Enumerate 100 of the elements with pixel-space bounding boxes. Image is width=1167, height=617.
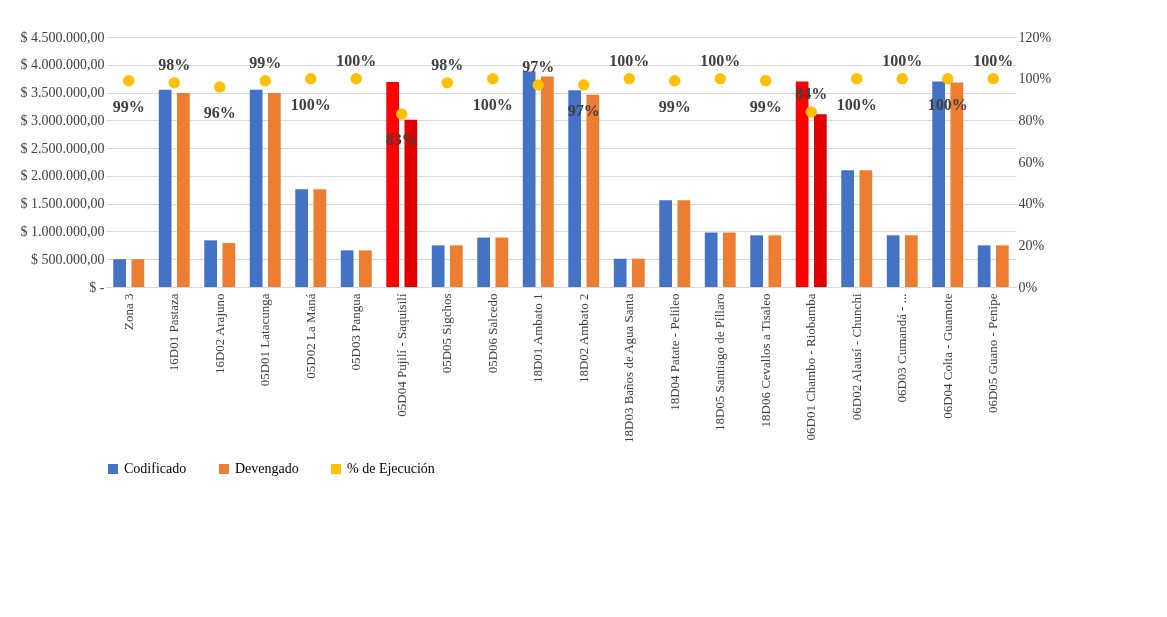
x-tick-label: 05D02 La Maná bbox=[302, 293, 318, 379]
data-label: 100% bbox=[472, 95, 513, 113]
bar bbox=[859, 170, 873, 287]
data-label: 100% bbox=[836, 95, 877, 113]
bar bbox=[358, 250, 372, 287]
point bbox=[168, 77, 180, 89]
data-label: 99% bbox=[658, 97, 691, 115]
data-label: 99% bbox=[112, 97, 145, 115]
y-tick-label: $ 3.500.000,00 bbox=[20, 85, 105, 101]
data-label: 98% bbox=[158, 55, 191, 73]
data-label: 100% bbox=[290, 95, 331, 113]
y-tick-label: $ 1.500.000,00 bbox=[20, 196, 105, 212]
x-tick-label: 06D03 Cumandá - ... bbox=[894, 293, 910, 403]
y-tick-label: $ 1.000.000,00 bbox=[20, 223, 105, 239]
data-label: 99% bbox=[249, 53, 282, 71]
y2-tick-label: 20% bbox=[1018, 237, 1045, 253]
bar bbox=[340, 250, 354, 287]
point bbox=[851, 72, 863, 85]
y-tick-label: $ 500.000,00 bbox=[31, 251, 105, 267]
y-tick-label: $ 4.000.000,00 bbox=[20, 57, 105, 73]
y-tick-label: $ 2.500.000,00 bbox=[20, 140, 105, 156]
bar bbox=[886, 235, 900, 287]
x-tick-label: 06D05 Guano - Penipe bbox=[985, 293, 1001, 414]
bar bbox=[750, 235, 764, 287]
data-label: 97% bbox=[522, 57, 555, 75]
y2-tick-label: 60% bbox=[1018, 154, 1045, 170]
x-tick-label: 16D02 Arajuno bbox=[211, 293, 227, 375]
bar bbox=[158, 89, 172, 287]
point bbox=[942, 72, 954, 85]
bar bbox=[295, 189, 309, 287]
bar bbox=[249, 89, 263, 287]
bar bbox=[222, 243, 236, 287]
x-tick-label: 18D02 Ambato 2 bbox=[575, 293, 591, 384]
y-tick-label: $ - bbox=[89, 279, 105, 295]
bar bbox=[113, 259, 127, 287]
bar bbox=[722, 232, 736, 287]
bar bbox=[995, 245, 1009, 287]
bar bbox=[768, 235, 782, 287]
point bbox=[623, 72, 635, 85]
point bbox=[805, 106, 817, 118]
point bbox=[669, 75, 681, 87]
y2-tick-label: 0% bbox=[1018, 279, 1038, 295]
x-tick-label: 18D05 Santiago de Píllaro bbox=[712, 293, 728, 432]
bar bbox=[267, 93, 281, 287]
point bbox=[987, 72, 999, 85]
y2-tick-label: 100% bbox=[1018, 71, 1052, 87]
y2-tick-label: 80% bbox=[1018, 112, 1045, 128]
bar bbox=[904, 235, 918, 287]
bar bbox=[431, 245, 445, 287]
bar bbox=[704, 232, 718, 287]
y-tick-label: $ 2.000.000,00 bbox=[20, 168, 105, 184]
legend-label: Devengado bbox=[235, 461, 299, 476]
bar bbox=[495, 237, 509, 287]
bar bbox=[677, 200, 691, 287]
data-label: 100% bbox=[700, 51, 741, 69]
bar bbox=[540, 76, 554, 287]
data-label: 100% bbox=[336, 51, 377, 69]
point bbox=[714, 72, 726, 85]
bar bbox=[477, 237, 491, 287]
data-label: 100% bbox=[609, 51, 650, 69]
data-label: 100% bbox=[927, 95, 968, 113]
legend-label: % de Ejecución bbox=[347, 461, 435, 476]
legend-label: Codificado bbox=[124, 461, 187, 476]
point bbox=[214, 81, 226, 93]
bar bbox=[841, 170, 855, 287]
x-tick-label: 06D01 Chambo - Riobamba bbox=[803, 293, 819, 441]
x-tick-label: Zona 3 bbox=[120, 293, 136, 330]
y-tick-label: $ 3.000.000,00 bbox=[20, 112, 105, 128]
x-tick-label: 05D06 Salcedo bbox=[484, 293, 500, 374]
bar bbox=[449, 245, 463, 287]
point bbox=[123, 75, 135, 87]
point bbox=[896, 72, 908, 85]
point bbox=[487, 72, 499, 85]
bar bbox=[204, 240, 218, 287]
x-tick-label: 05D03 Pangua bbox=[348, 293, 364, 371]
point bbox=[441, 77, 453, 89]
y-tick-label: $ 4.500.000,00 bbox=[20, 29, 105, 45]
bar bbox=[977, 245, 991, 287]
x-tick-label: 18D03 Baños de Agua Santa bbox=[621, 293, 637, 443]
bar bbox=[131, 259, 145, 287]
data-label: 99% bbox=[749, 97, 782, 115]
point bbox=[760, 75, 772, 87]
x-tick-label: 06D04 Colta - Guamote bbox=[939, 293, 955, 419]
bar bbox=[313, 189, 327, 287]
x-tick-label: 18D01 Ambato 1 bbox=[530, 293, 546, 384]
bar bbox=[613, 258, 627, 287]
point bbox=[532, 79, 544, 91]
bar bbox=[813, 114, 827, 287]
x-tick-label: 05D04 Pujilí - Saquisilí bbox=[393, 293, 409, 417]
x-tick-label: 18D04 Patate - Pelileo bbox=[666, 293, 682, 411]
x-tick-label: 05D01 Latacunga bbox=[257, 293, 273, 387]
point bbox=[259, 75, 271, 87]
point bbox=[305, 72, 317, 85]
bar bbox=[631, 258, 645, 287]
bar bbox=[659, 200, 673, 287]
y2-tick-label: 120% bbox=[1018, 29, 1052, 45]
bar bbox=[176, 93, 190, 287]
x-tick-label: 18D06 Cevallos a Tisaleo bbox=[757, 293, 773, 428]
point bbox=[578, 79, 590, 91]
x-tick-label: 05D05 Sigchos bbox=[439, 293, 455, 374]
